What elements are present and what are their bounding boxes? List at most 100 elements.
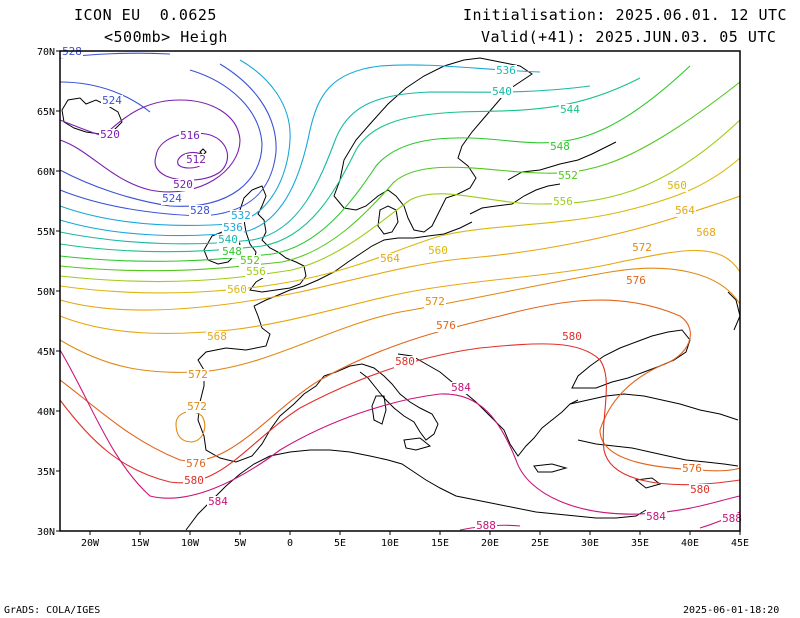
coastline-sicily <box>403 437 432 451</box>
contour-label-bg <box>185 154 207 166</box>
contour-label: 568 <box>696 226 716 239</box>
contour-label-bg <box>230 210 252 222</box>
contour-label-bg <box>427 245 449 257</box>
contour-label-bg <box>239 255 261 267</box>
lon-label: 40E <box>681 538 699 549</box>
contour-588 <box>459 511 741 531</box>
contour-572 <box>59 267 741 373</box>
coastline-iceland <box>61 97 123 135</box>
contour-label-bg <box>394 356 416 368</box>
contour-label-bg <box>161 193 183 205</box>
contour-label: 544 <box>560 103 580 116</box>
contour-label: 572 <box>188 368 208 381</box>
contour-label: 572 <box>632 241 652 254</box>
lat-label: 50N <box>37 287 55 298</box>
lat-label: 30N <box>37 527 55 538</box>
lon-label: 0 <box>287 538 293 549</box>
contour-label: 524 <box>162 192 182 205</box>
contour-label-bg <box>495 65 517 77</box>
contour-label-bg <box>491 86 513 98</box>
contour-label: 520 <box>100 128 120 141</box>
contour-584 <box>59 349 741 515</box>
init-time: Initialisation: 2025.06.01. 12 UTC <box>463 6 788 24</box>
contour-label-bg <box>424 296 446 308</box>
contour-label: 528 <box>190 204 210 217</box>
map-frame <box>59 50 741 532</box>
lat-label: 45N <box>37 347 55 358</box>
contour-label: 560 <box>227 283 247 296</box>
contour-label-bg <box>222 222 244 234</box>
contour-label: 512 <box>186 153 206 166</box>
contour-label: 580 <box>184 474 204 487</box>
contour-label: 548 <box>222 245 242 258</box>
contour-label: 536 <box>223 221 243 234</box>
coastline-greece <box>493 399 579 457</box>
contour-label: 552 <box>558 169 578 182</box>
coastline-iberia <box>197 305 325 463</box>
contour-580 <box>59 343 741 486</box>
lon-label: 5W <box>234 538 247 549</box>
contour-label: 584 <box>208 495 228 508</box>
lon-label: 10E <box>381 538 399 549</box>
coastline-north-europe <box>253 221 473 307</box>
contour-label-bg <box>172 179 194 191</box>
contour-label: 564 <box>380 252 400 265</box>
axes: 70N 65N 60N 55N 50N 45N 40N 35N 30N 20W 15W 10W 5W 0 5… <box>37 47 749 549</box>
contour-label: 556 <box>553 195 573 208</box>
contour-556 <box>59 119 741 283</box>
contour-label: 568 <box>207 330 227 343</box>
contour-label-bg <box>549 141 571 153</box>
lon-label: 25E <box>531 538 549 549</box>
coastline-britain <box>239 185 307 293</box>
contour-label-bg <box>185 458 207 470</box>
lon-label: 20W <box>81 538 100 549</box>
contour-label: 576 <box>436 319 456 332</box>
contour-label-bg <box>450 382 472 394</box>
contour-528-loop <box>59 63 277 217</box>
contour-label-bg <box>183 475 205 487</box>
contour-label: 580 <box>395 355 415 368</box>
contour-label: 516 <box>180 129 200 142</box>
contour-label-bg <box>666 180 688 192</box>
contour-label-bg <box>631 242 653 254</box>
contour-label-bg <box>226 284 248 296</box>
lat-label: 65N <box>37 107 55 118</box>
lon-label: 35E <box>631 538 649 549</box>
contour-label-bg <box>475 520 497 532</box>
contour-label-bg <box>561 331 583 343</box>
contour-label: 588 <box>722 512 742 525</box>
contour-label-bg <box>61 46 83 58</box>
contour-label-bg <box>99 129 121 141</box>
contour-label: 548 <box>550 140 570 153</box>
lon-label: 5E <box>334 538 346 549</box>
coastline-finland <box>507 141 617 181</box>
contour-label: 584 <box>451 381 471 394</box>
lon-label: 10W <box>181 538 200 549</box>
contour-label-bg <box>552 196 574 208</box>
contour-label: 576 <box>626 274 646 287</box>
contour-label: 580 <box>690 483 710 496</box>
contour-label: 540 <box>492 85 512 98</box>
lon-label: 30E <box>581 538 599 549</box>
lon-label: 15E <box>431 538 449 549</box>
contour-label: 560 <box>667 179 687 192</box>
coastline-italy <box>323 363 439 441</box>
contour-552 <box>59 81 741 272</box>
contour-label: 556 <box>246 265 266 278</box>
contour-label-bg <box>625 275 647 287</box>
contour-label: 588 <box>476 519 496 532</box>
contour-label-bg <box>221 246 243 258</box>
contour-label-bg <box>645 511 667 523</box>
contour-label-bg <box>189 205 211 217</box>
contour-label: 564 <box>675 204 695 217</box>
contour-label: 560 <box>428 244 448 257</box>
contour-label: 532 <box>231 209 251 222</box>
plot-timestamp: 2025-06-01-18:20 <box>683 605 780 616</box>
field-title: <500mb> Heigh <box>104 28 228 46</box>
contour-label: 520 <box>173 178 193 191</box>
lon-label: 15W <box>131 538 150 549</box>
contour-572-loop <box>175 411 206 443</box>
lat-label: 60N <box>37 167 55 178</box>
contour-label-bg <box>217 234 239 246</box>
